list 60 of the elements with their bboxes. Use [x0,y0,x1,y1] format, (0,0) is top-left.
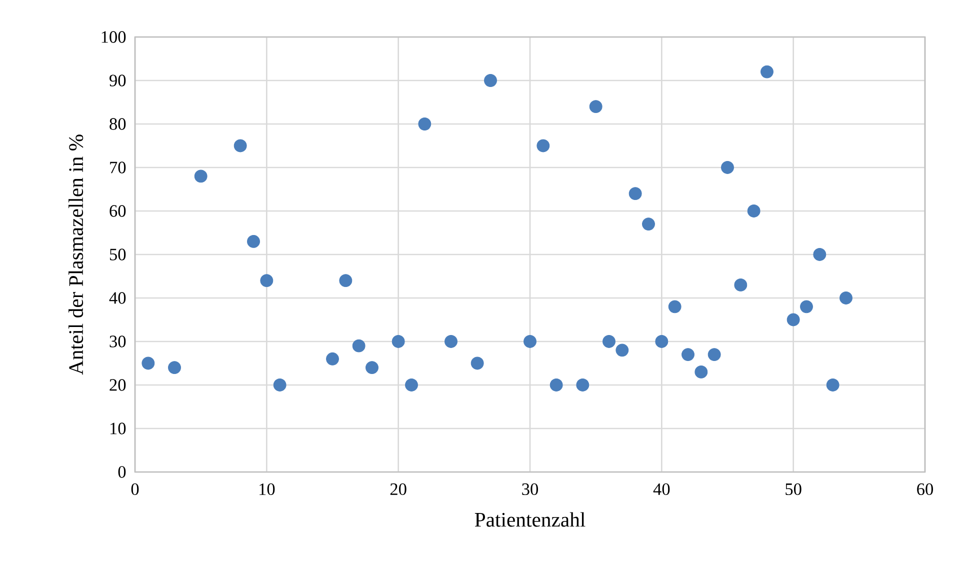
y-tick-label: 60 [110,205,126,217]
point [826,378,840,392]
point [418,118,432,130]
point [536,139,550,152]
y-tick-label: 50 [110,248,126,260]
point [628,187,642,200]
point [524,335,536,348]
y-tick-label: 10 [110,422,126,434]
y-tick-label: 20 [110,379,126,391]
point [589,100,602,114]
point [234,139,247,152]
x-tick-label: 30 [522,483,538,496]
point [576,378,590,392]
point [840,292,852,304]
point [326,352,339,366]
x-tick-label: 20 [390,483,406,496]
x-axis-title: Patientenzahl [474,512,586,527]
x-tick-label: 0 [131,483,139,496]
y-tick-label: 0 [118,466,126,478]
point [484,74,497,87]
point [800,300,813,314]
point [273,378,286,392]
point [655,335,668,348]
y-axis-title: Anteil der Plasmazellen in % [68,134,84,375]
point [668,300,682,314]
x-tick-label: 60 [917,483,933,496]
y-tick-label: 90 [110,74,126,86]
point [352,339,366,352]
y-tick-label: 100 [102,31,126,43]
point [760,65,774,78]
point [444,335,458,348]
point [734,278,748,292]
point [247,234,260,248]
point [366,361,378,374]
point [694,365,708,378]
point [194,170,208,183]
point [747,204,760,218]
point [708,348,721,362]
x-tick-label: 40 [653,483,670,496]
point [339,274,352,288]
point [813,248,826,261]
x-tick-label: 10 [260,483,275,496]
point [260,274,274,288]
point [721,161,734,174]
y-tick-label: 40 [109,292,126,304]
point [786,313,800,326]
point [168,361,181,374]
point [142,356,155,370]
y-tick-label: 80 [110,118,126,130]
point [550,378,563,392]
point [470,356,484,370]
point [682,348,694,362]
point [392,335,405,348]
point [616,344,629,357]
point [405,378,418,392]
point [602,335,616,348]
y-tick-label: 70 [110,162,126,174]
y-tick-label: 30 [110,336,126,348]
point [642,218,655,231]
x-tick-label: 50 [786,483,802,496]
